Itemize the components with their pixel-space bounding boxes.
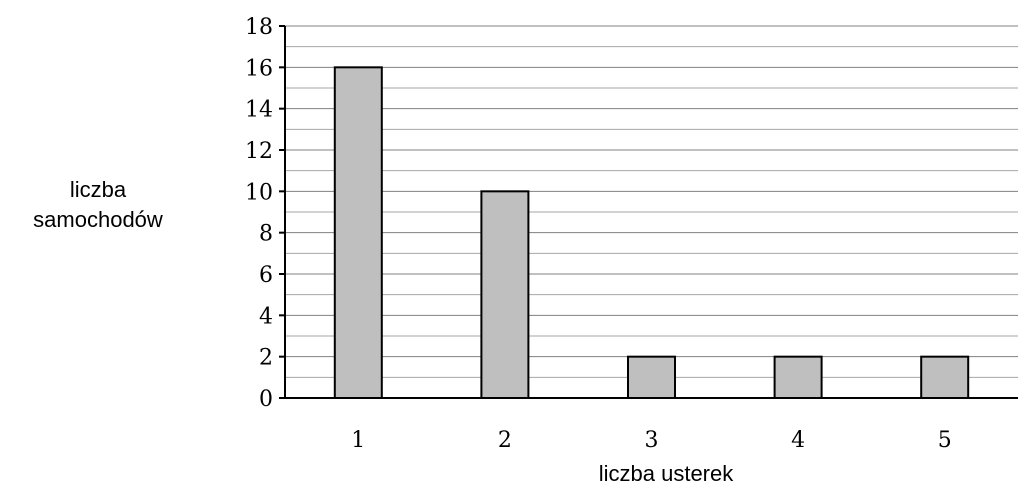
y-tick-label: 10	[245, 180, 273, 205]
y-tick-label: 0	[259, 387, 273, 412]
y-tick-labels: 0 2 4 6 8 10 12 14 16 18	[245, 15, 273, 412]
y-axis-title: liczba samochodów	[33, 177, 163, 232]
y-tick-label: 14	[245, 98, 273, 123]
x-tick-label: 1	[351, 428, 365, 453]
y-tick-label: 2	[259, 346, 273, 371]
axes	[279, 25, 1018, 399]
x-tick-label: 5	[938, 428, 952, 453]
y-tick-label: 6	[259, 263, 273, 288]
x-axis-title: liczba usterek	[599, 461, 735, 486]
bar-2	[480, 190, 530, 399]
bars	[333, 66, 970, 399]
y-axis-title-line-2: samochodów	[33, 207, 163, 232]
y-tick-label: 16	[245, 56, 273, 81]
bar-1	[333, 66, 383, 399]
x-tick-label: 2	[498, 428, 512, 453]
bar-3	[627, 355, 676, 399]
x-tick-labels: 1 2 3 4 5	[351, 428, 951, 453]
y-tick-label: 18	[245, 15, 273, 40]
y-axis-title-line-1: liczba	[70, 177, 127, 202]
y-tick-label: 8	[259, 222, 273, 247]
x-tick-label: 4	[791, 428, 805, 453]
y-tick-label: 12	[245, 139, 273, 164]
y-tick-label: 4	[259, 304, 273, 329]
gridlines	[285, 25, 1018, 378]
x-tick-label: 3	[645, 428, 659, 453]
bar-5	[920, 355, 970, 399]
bar-4	[773, 355, 823, 399]
